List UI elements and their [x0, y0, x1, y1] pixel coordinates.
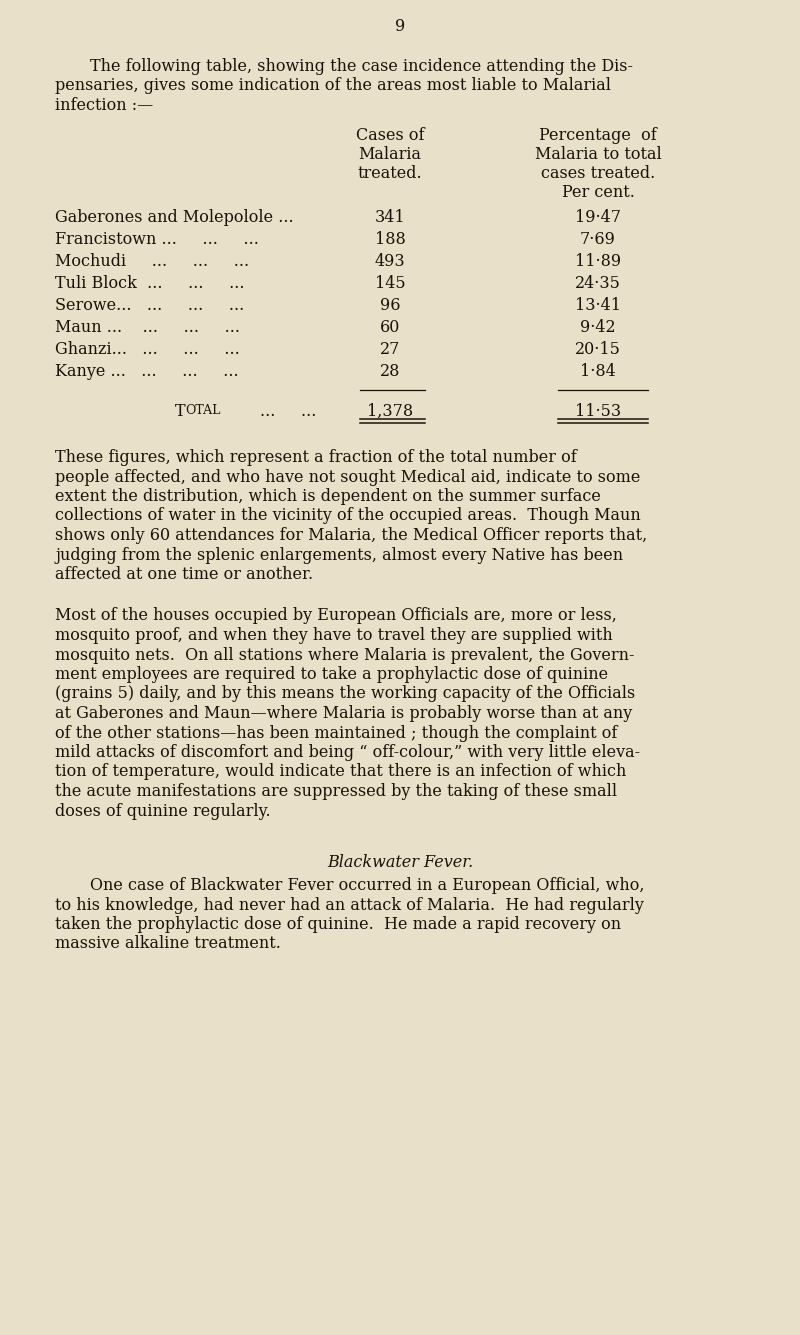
Text: the acute manifestations are suppressed by the taking of these small: the acute manifestations are suppressed … — [55, 784, 617, 800]
Text: 20·15: 20·15 — [575, 340, 621, 358]
Text: 341: 341 — [374, 210, 406, 226]
Text: Ghanzi...   ...     ...     ...: Ghanzi... ... ... ... — [55, 340, 240, 358]
Text: infection :—: infection :— — [55, 97, 154, 113]
Text: 1,378: 1,378 — [367, 403, 413, 421]
Text: Percentage  of: Percentage of — [539, 127, 657, 144]
Text: pensaries, gives some indication of the areas most liable to Malarial: pensaries, gives some indication of the … — [55, 77, 611, 95]
Text: tion of temperature, would indicate that there is an infection of which: tion of temperature, would indicate that… — [55, 764, 626, 781]
Text: Blackwater Fever.: Blackwater Fever. — [327, 854, 473, 870]
Text: 9: 9 — [395, 17, 405, 35]
Text: Francistown ...     ...     ...: Francistown ... ... ... — [55, 231, 259, 248]
Text: Gaberones and Molepolole ...: Gaberones and Molepolole ... — [55, 210, 294, 226]
Text: One case of Blackwater Fever occurred in a European Official, who,: One case of Blackwater Fever occurred in… — [90, 877, 645, 894]
Text: The following table, showing the case incidence attending the Dis-: The following table, showing the case in… — [90, 57, 633, 75]
Text: judging from the splenic enlargements, almost every Native has been: judging from the splenic enlargements, a… — [55, 546, 623, 563]
Text: 13·41: 13·41 — [575, 296, 621, 314]
Text: Maun ...    ...     ...     ...: Maun ... ... ... ... — [55, 319, 240, 336]
Text: ...     ...: ... ... — [260, 403, 316, 421]
Text: mild attacks of discomfort and being “ off-colour,” with very little eleva-: mild attacks of discomfort and being “ o… — [55, 744, 640, 761]
Text: affected at one time or another.: affected at one time or another. — [55, 566, 313, 583]
Text: These figures, which represent a fraction of the total number of: These figures, which represent a fractio… — [55, 449, 577, 466]
Text: 24·35: 24·35 — [575, 275, 621, 292]
Text: 28: 28 — [380, 363, 400, 380]
Text: 1·84: 1·84 — [580, 363, 616, 380]
Text: Malaria: Malaria — [358, 146, 422, 163]
Text: shows only 60 attendances for Malaria, the Medical Officer reports that,: shows only 60 attendances for Malaria, t… — [55, 527, 647, 543]
Text: cases treated.: cases treated. — [541, 166, 655, 182]
Text: 11·53: 11·53 — [575, 403, 621, 421]
Text: Mochudi     ...     ...     ...: Mochudi ... ... ... — [55, 254, 249, 270]
Text: collections of water in the vicinity of the occupied areas.  Though Maun: collections of water in the vicinity of … — [55, 507, 641, 525]
Text: 9·42: 9·42 — [580, 319, 616, 336]
Text: mosquito nets.  On all stations where Malaria is prevalent, the Govern-: mosquito nets. On all stations where Mal… — [55, 646, 634, 663]
Text: T: T — [175, 403, 186, 421]
Text: of the other stations—has been maintained ; though the complaint of: of the other stations—has been maintaine… — [55, 725, 618, 741]
Text: 145: 145 — [374, 275, 406, 292]
Text: ment employees are required to take a prophylactic dose of quinine: ment employees are required to take a pr… — [55, 666, 608, 684]
Text: Kanye ...   ...     ...     ...: Kanye ... ... ... ... — [55, 363, 238, 380]
Text: Malaria to total: Malaria to total — [534, 146, 662, 163]
Text: Most of the houses occupied by European Officials are, more or less,: Most of the houses occupied by European … — [55, 607, 617, 625]
Text: (grains 5) daily, and by this means the working capacity of the Officials: (grains 5) daily, and by this means the … — [55, 685, 635, 702]
Text: 96: 96 — [380, 296, 400, 314]
Text: treated.: treated. — [358, 166, 422, 182]
Text: extent the distribution, which is dependent on the summer surface: extent the distribution, which is depend… — [55, 489, 601, 505]
Text: 7·69: 7·69 — [580, 231, 616, 248]
Text: to his knowledge, had never had an attack of Malaria.  He had regularly: to his knowledge, had never had an attac… — [55, 897, 644, 913]
Text: 19·47: 19·47 — [575, 210, 621, 226]
Text: Per cent.: Per cent. — [562, 184, 634, 202]
Text: people affected, and who have not sought Medical aid, indicate to some: people affected, and who have not sought… — [55, 469, 640, 486]
Text: 493: 493 — [374, 254, 406, 270]
Text: doses of quinine regularly.: doses of quinine regularly. — [55, 802, 270, 820]
Text: OTAL: OTAL — [185, 405, 220, 418]
Text: Serowe...   ...     ...     ...: Serowe... ... ... ... — [55, 296, 244, 314]
Text: 60: 60 — [380, 319, 400, 336]
Text: taken the prophylactic dose of quinine.  He made a rapid recovery on: taken the prophylactic dose of quinine. … — [55, 916, 621, 933]
Text: mosquito proof, and when they have to travel they are supplied with: mosquito proof, and when they have to tr… — [55, 627, 613, 643]
Text: 188: 188 — [374, 231, 406, 248]
Text: Tuli Block  ...     ...     ...: Tuli Block ... ... ... — [55, 275, 245, 292]
Text: massive alkaline treatment.: massive alkaline treatment. — [55, 936, 281, 952]
Text: 11·89: 11·89 — [575, 254, 621, 270]
Text: Cases of: Cases of — [356, 127, 424, 144]
Text: at Gaberones and Maun—where Malaria is probably worse than at any: at Gaberones and Maun—where Malaria is p… — [55, 705, 632, 722]
Text: 27: 27 — [380, 340, 400, 358]
